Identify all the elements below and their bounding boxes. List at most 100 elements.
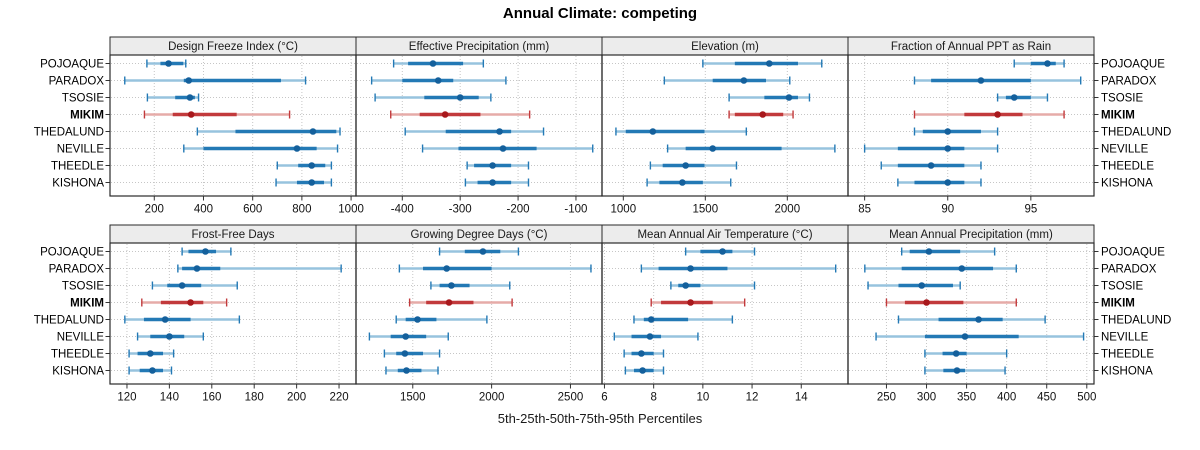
row-label-left-THEEDLE: THEEDLE bbox=[51, 161, 104, 173]
median-dot-PARADOX bbox=[443, 265, 450, 272]
median-dot-PARADOX bbox=[434, 77, 442, 84]
median-dot-POJOAQUE bbox=[429, 60, 437, 67]
row-label-right-MIKIM: MIKIM bbox=[1101, 110, 1135, 122]
median-dot-THEDALUND bbox=[161, 316, 169, 323]
panel-frost-free-days: 120 140 160 180 200 220 Frost-Free Days bbox=[105, 224, 357, 404]
axis-tick-label: 2000 bbox=[775, 204, 801, 216]
row-label-right-POJOAQUE: POJOAQUE bbox=[1101, 59, 1165, 71]
median-dot-MIKIM bbox=[923, 299, 930, 306]
median-dot-THEDALUND bbox=[647, 316, 655, 323]
row-label-right-THEEDLE: THEEDLE bbox=[1101, 349, 1154, 361]
strip-label: Design Freeze Index (°C) bbox=[168, 41, 298, 53]
median-dot-TSOSIE bbox=[682, 282, 689, 289]
median-dot-KISHONA bbox=[953, 367, 961, 374]
median-dot-KISHONA bbox=[489, 179, 496, 186]
row-label-left-THEEDLE: THEEDLE bbox=[51, 349, 104, 361]
axis-tick-label: 600 bbox=[243, 204, 262, 216]
median-dot-THEEDLE bbox=[401, 350, 409, 357]
axis-tick-label: 220 bbox=[329, 392, 348, 404]
median-dot-THEDALUND bbox=[496, 128, 503, 135]
row-label-right-THEDALUND: THEDALUND bbox=[1101, 127, 1171, 139]
median-dot-KISHONA bbox=[403, 367, 410, 374]
median-dot-THEEDLE bbox=[952, 350, 960, 357]
median-dot-MIKIM bbox=[187, 299, 194, 306]
median-dot-PARADOX bbox=[193, 265, 201, 272]
row-label-left-POJOAQUE: POJOAQUE bbox=[40, 247, 104, 259]
median-dot-NEVILLE bbox=[646, 333, 654, 340]
row-label-left-TSOSIE: TSOSIE bbox=[62, 281, 105, 293]
axis-tick-label: 120 bbox=[117, 392, 136, 404]
row-label-right-MIKIM: MIKIM bbox=[1101, 298, 1135, 310]
median-dot-THEEDLE bbox=[146, 350, 154, 357]
median-dot-MIKIM bbox=[994, 111, 1001, 118]
median-dot-TSOSIE bbox=[456, 94, 464, 101]
median-dot-POJOAQUE bbox=[925, 248, 933, 255]
median-dot-POJOAQUE bbox=[202, 248, 209, 255]
row-label-left-PARADOX: PARADOX bbox=[49, 76, 105, 88]
axis-tick-label: 1500 bbox=[400, 392, 426, 404]
median-dot-MIKIM bbox=[759, 111, 767, 118]
median-dot-KISHONA bbox=[308, 179, 316, 186]
median-dot-THEEDLE bbox=[308, 162, 316, 169]
row-label-right-TSOSIE: TSOSIE bbox=[1101, 281, 1144, 293]
panel-frame bbox=[847, 54, 1095, 197]
axis-tick-label: 160 bbox=[202, 392, 221, 404]
row-label-left-POJOAQUE: POJOAQUE bbox=[40, 59, 104, 71]
axis-tick-label: 1500 bbox=[693, 204, 719, 216]
axis-tick-label: 400 bbox=[194, 204, 213, 216]
row-label-right-NEVILLE: NEVILLE bbox=[1101, 332, 1149, 344]
panel-mean-annual-precipitation-mm-: 250 300 350 400 450 500 Mean Annual Precipitat… bbox=[847, 224, 1099, 404]
row-label-right-NEVILLE: NEVILLE bbox=[1101, 144, 1149, 156]
row-label-left-NEVILLE: NEVILLE bbox=[57, 332, 105, 344]
axis-tick-label: 14 bbox=[795, 392, 808, 404]
median-dot-TSOSIE bbox=[1010, 94, 1018, 101]
median-dot-POJOAQUE bbox=[765, 60, 773, 67]
axis-tick-label: 140 bbox=[160, 392, 179, 404]
axis-tick-label: 12 bbox=[746, 392, 759, 404]
median-dot-POJOAQUE bbox=[479, 248, 487, 255]
strip-label: Frost-Free Days bbox=[191, 229, 274, 241]
axis-tick-label: 2500 bbox=[558, 392, 584, 404]
axis-tick-label: 8 bbox=[650, 392, 656, 404]
axis-tick-label: 200 bbox=[145, 204, 164, 216]
median-dot-KISHONA bbox=[639, 367, 646, 374]
median-dot-NEVILLE bbox=[709, 145, 716, 152]
median-dot-KISHONA bbox=[679, 179, 686, 186]
axis-tick-label: 500 bbox=[1077, 392, 1096, 404]
median-dot-NEVILLE bbox=[166, 333, 173, 340]
median-dot-THEDALUND bbox=[944, 128, 952, 135]
axis-tick-label: 450 bbox=[1037, 392, 1056, 404]
panel-growing-degree-days-c-: 1500 2000 2500 Growing Degree Days (°C) bbox=[355, 224, 603, 404]
median-dot-NEVILLE bbox=[499, 145, 507, 152]
median-dot-THEEDLE bbox=[489, 162, 496, 169]
axis-tick-label: -100 bbox=[564, 204, 587, 216]
median-dot-PARADOX bbox=[185, 77, 193, 84]
axis-tick-label: 85 bbox=[858, 204, 871, 216]
median-dot-THEDALUND bbox=[309, 128, 317, 135]
row-label-left-TSOSIE: TSOSIE bbox=[62, 93, 105, 105]
axis-tick-label: 200 bbox=[287, 392, 306, 404]
median-dot-THEEDLE bbox=[638, 350, 645, 357]
axis-tick-label: 300 bbox=[917, 392, 936, 404]
strip-label: Mean Annual Precipitation (mm) bbox=[889, 229, 1053, 241]
panel-elevation-m-: 1000 1500 2000 Elevation (m) bbox=[601, 36, 849, 216]
axis-caption: 5th-25th-50th-75th-95th Percentiles bbox=[497, 411, 703, 426]
row-label-right-THEEDLE: THEEDLE bbox=[1101, 161, 1154, 173]
median-dot-THEEDLE bbox=[682, 162, 689, 169]
chart-title: Annual Climate: competing bbox=[502, 5, 698, 22]
median-dot-TSOSIE bbox=[918, 282, 926, 289]
median-dot-THEDALUND bbox=[649, 128, 657, 135]
row-label-right-KISHONA: KISHONA bbox=[1101, 366, 1153, 378]
panel-mean-annual-air-temperature-c-: 6 8 10 12 14 Mean Annual Air Temperature (°C) bbox=[601, 224, 849, 404]
panel-frame bbox=[601, 242, 849, 385]
median-dot-PARADOX bbox=[977, 77, 985, 84]
axis-tick-label: -400 bbox=[391, 204, 414, 216]
row-label-left-THEDALUND: THEDALUND bbox=[34, 127, 104, 139]
axis-tick-label: 2000 bbox=[479, 392, 505, 404]
strip-label: Effective Precipitation (mm) bbox=[409, 41, 550, 53]
median-dot-TSOSIE bbox=[186, 94, 194, 101]
row-label-right-KISHONA: KISHONA bbox=[1101, 178, 1153, 190]
strip-label: Growing Degree Days (°C) bbox=[411, 229, 548, 241]
strip-label: Fraction of Annual PPT as Rain bbox=[891, 41, 1051, 53]
